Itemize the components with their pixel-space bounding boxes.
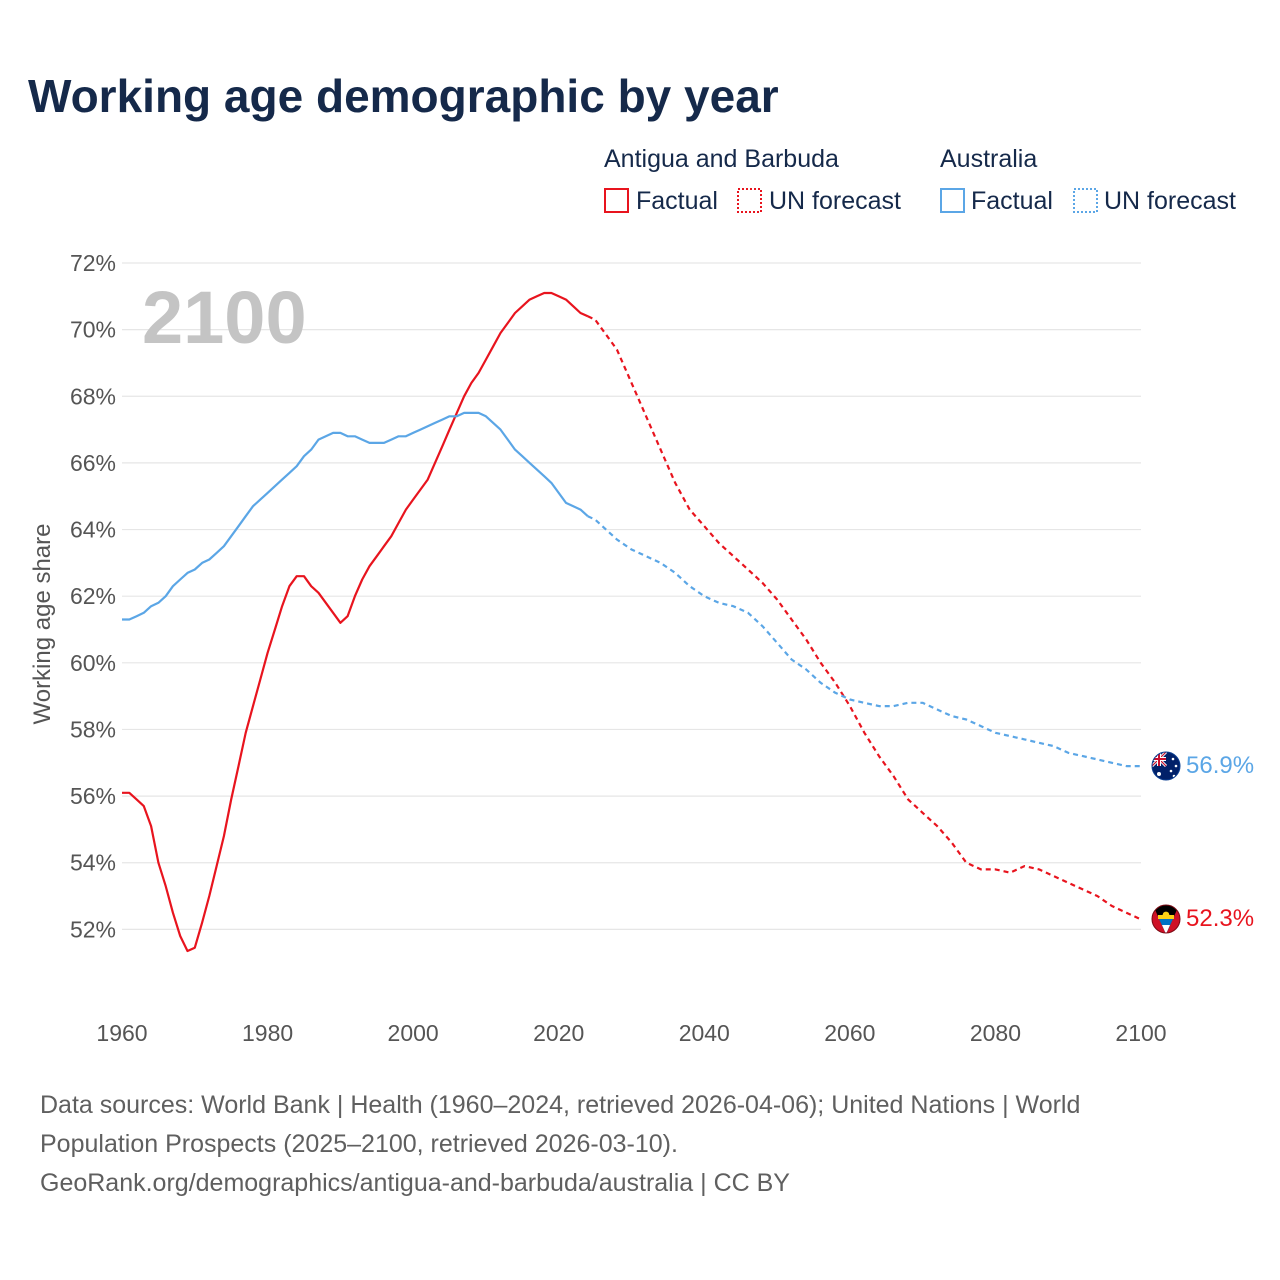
x-tick-label: 2000 bbox=[388, 1020, 439, 1046]
footer-line-3: GeoRank.org/demographics/antigua-and-bar… bbox=[40, 1169, 790, 1197]
x-tick-label: 2020 bbox=[533, 1020, 584, 1046]
x-tick-label: 2060 bbox=[824, 1020, 875, 1046]
legend-swatch-australia-factual bbox=[940, 188, 965, 213]
series-line-antigua-forecast bbox=[587, 315, 1142, 921]
antigua-flag-icon bbox=[1151, 904, 1181, 934]
chart-title: Working age demographic by year bbox=[28, 70, 779, 122]
legend-swatch-antigua-factual bbox=[604, 188, 629, 213]
x-tick-label: 2100 bbox=[1115, 1020, 1166, 1046]
legend: Antigua and Barbuda Factual UN forecast … bbox=[604, 145, 1236, 215]
australia-flag-icon bbox=[1151, 751, 1181, 781]
x-tick-label: 1960 bbox=[96, 1020, 147, 1046]
legend-australia-forecast: UN forecast bbox=[1104, 187, 1236, 215]
legend-australia-factual: Factual bbox=[971, 187, 1053, 215]
end-label-australia: 56.9% bbox=[1186, 752, 1254, 779]
y-axis-label: Working age share bbox=[29, 524, 56, 725]
x-axis-ticks: 1960 1980 2000 2020 2040 2060 2080 2100 bbox=[96, 1020, 1166, 1046]
legend-group-antigua: Antigua and Barbuda bbox=[604, 145, 839, 173]
legend-antigua-factual: Factual bbox=[636, 187, 718, 215]
y-tick-label: 62% bbox=[70, 583, 116, 609]
y-axis-ticks: 52% 54% 56% 58% 60% 62% 64% 66% 68% 70% 72% bbox=[70, 250, 116, 942]
series-line-antigua-factual bbox=[122, 291, 589, 953]
series-line-australia-forecast bbox=[587, 515, 1141, 768]
series-line-australia-factual bbox=[122, 411, 589, 621]
footer-line-1: Data sources: World Bank | Health (1960–… bbox=[40, 1091, 1081, 1119]
x-tick-label: 2040 bbox=[679, 1020, 730, 1046]
legend-antigua-forecast: UN forecast bbox=[769, 187, 901, 215]
y-tick-label: 68% bbox=[70, 383, 116, 409]
y-tick-label: 54% bbox=[70, 850, 116, 876]
legend-swatch-antigua-forecast bbox=[737, 188, 762, 213]
footer-line-2: Population Prospects (2025–2100, retriev… bbox=[40, 1130, 678, 1158]
y-tick-label: 66% bbox=[70, 450, 116, 476]
end-label-antigua: 52.3% bbox=[1186, 905, 1254, 932]
y-tick-label: 64% bbox=[70, 517, 116, 543]
y-tick-label: 72% bbox=[70, 250, 116, 276]
footer-sources: Data sources: World Bank | Health (1960–… bbox=[40, 1086, 1240, 1203]
y-tick-label: 60% bbox=[70, 650, 116, 676]
y-tick-label: 52% bbox=[70, 916, 116, 942]
y-tick-label: 70% bbox=[70, 317, 116, 343]
series bbox=[122, 291, 1142, 953]
gridlines bbox=[122, 262, 1141, 930]
legend-swatch-australia-forecast bbox=[1073, 188, 1098, 213]
x-tick-label: 2080 bbox=[970, 1020, 1021, 1046]
legend-group-australia: Australia bbox=[940, 145, 1037, 173]
x-tick-label: 1980 bbox=[242, 1020, 293, 1046]
y-tick-label: 58% bbox=[70, 716, 116, 742]
chart: Working age demographic by year Antigua … bbox=[28, 70, 1254, 1046]
year-watermark: 2100 bbox=[142, 276, 307, 359]
y-tick-label: 56% bbox=[70, 783, 116, 809]
